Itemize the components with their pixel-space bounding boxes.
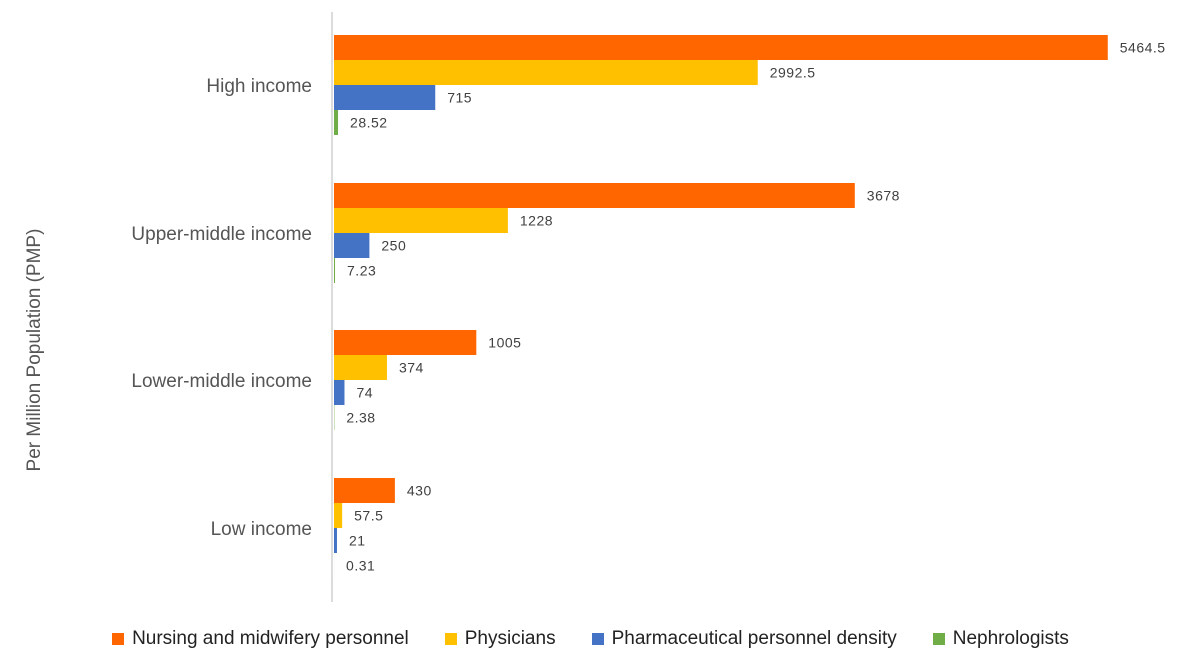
data-label-pharmaceutical-personnel-density-low-income: 21 — [349, 533, 366, 549]
category-label-high-income: High income — [206, 76, 312, 97]
category-label-upper-middle-income: Upper-middle income — [131, 224, 312, 245]
data-label-nephrologists-high-income: 28.52 — [350, 115, 388, 131]
legend-swatch-nephrologists — [933, 633, 945, 645]
bar-physicians-lower-middle-income — [334, 355, 387, 380]
y-axis-label: Per Million Population (PMP) — [24, 229, 45, 472]
bar-nursing-and-midwifery-personnel-upper-middle-income — [334, 183, 855, 208]
data-label-nursing-and-midwifery-personnel-lower-middle-income: 1005 — [488, 335, 521, 351]
legend-label-pharmaceutical-personnel-density: Pharmaceutical personnel density — [612, 628, 897, 650]
data-label-pharmaceutical-personnel-density-upper-middle-income: 250 — [381, 238, 406, 254]
data-label-nursing-and-midwifery-personnel-high-income: 5464.5 — [1120, 40, 1166, 56]
legend-label-nursing-and-midwifery-personnel: Nursing and midwifery personnel — [132, 628, 409, 650]
bar-physicians-low-income — [334, 503, 342, 528]
data-label-pharmaceutical-personnel-density-high-income: 715 — [447, 90, 472, 106]
bar-pharmaceutical-personnel-density-upper-middle-income — [334, 233, 369, 258]
legend-label-physicians: Physicians — [465, 628, 556, 650]
legend-item-physicians: Physicians — [445, 628, 556, 650]
bar-nursing-and-midwifery-personnel-low-income — [334, 478, 395, 503]
legend: Nursing and midwifery personnel Physician… — [0, 628, 1181, 650]
category-labels: High income Upper-middle income Lower-midd… — [131, 76, 312, 540]
data-label-nephrologists-low-income: 0.31 — [346, 558, 375, 574]
bar-pharmaceutical-personnel-density-high-income — [334, 85, 435, 110]
bar-physicians-high-income — [334, 60, 758, 85]
bar-nephrologists-high-income — [334, 110, 338, 135]
legend-swatch-nursing-and-midwifery-personnel — [112, 633, 124, 645]
data-label-physicians-lower-middle-income: 374 — [399, 360, 424, 376]
data-label-nephrologists-upper-middle-income: 7.23 — [347, 263, 376, 279]
bar-nursing-and-midwifery-personnel-high-income — [334, 35, 1108, 60]
category-label-lower-middle-income: Lower-middle income — [131, 371, 312, 392]
bar-physicians-upper-middle-income — [334, 208, 508, 233]
data-label-nursing-and-midwifery-personnel-upper-middle-income: 3678 — [867, 188, 900, 204]
value-labels: 5464.5 2992.5 715 28.52 3678 1228 250 7.23 1005 3… — [346, 40, 1166, 574]
data-label-pharmaceutical-personnel-density-lower-middle-income: 74 — [356, 385, 373, 401]
legend-label-nephrologists: Nephrologists — [953, 628, 1069, 650]
legend-swatch-physicians — [445, 633, 457, 645]
bars — [334, 35, 1108, 578]
bar-pharmaceutical-personnel-density-lower-middle-income — [334, 380, 344, 405]
data-label-physicians-upper-middle-income: 1228 — [520, 213, 553, 229]
bar-nephrologists-upper-middle-income — [334, 258, 335, 283]
legend-item-nephrologists: Nephrologists — [933, 628, 1069, 650]
data-label-nephrologists-lower-middle-income: 2.38 — [346, 410, 375, 426]
data-label-nursing-and-midwifery-personnel-low-income: 430 — [407, 483, 432, 499]
data-label-physicians-low-income: 57.5 — [354, 508, 383, 524]
legend-item-pharmaceutical-personnel-density: Pharmaceutical personnel density — [592, 628, 897, 650]
category-label-low-income: Low income — [211, 519, 312, 540]
legend-swatch-pharmaceutical-personnel-density — [592, 633, 604, 645]
bar-nursing-and-midwifery-personnel-lower-middle-income — [334, 330, 476, 355]
data-label-physicians-high-income: 2992.5 — [770, 65, 816, 81]
legend-item-nursing-and-midwifery-personnel: Nursing and midwifery personnel — [112, 628, 409, 650]
bar-pharmaceutical-personnel-density-low-income — [334, 528, 337, 553]
